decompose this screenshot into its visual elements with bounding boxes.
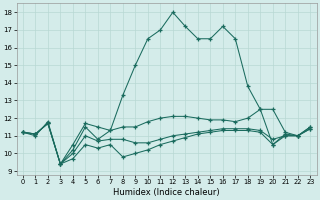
X-axis label: Humidex (Indice chaleur): Humidex (Indice chaleur) [113, 188, 220, 197]
